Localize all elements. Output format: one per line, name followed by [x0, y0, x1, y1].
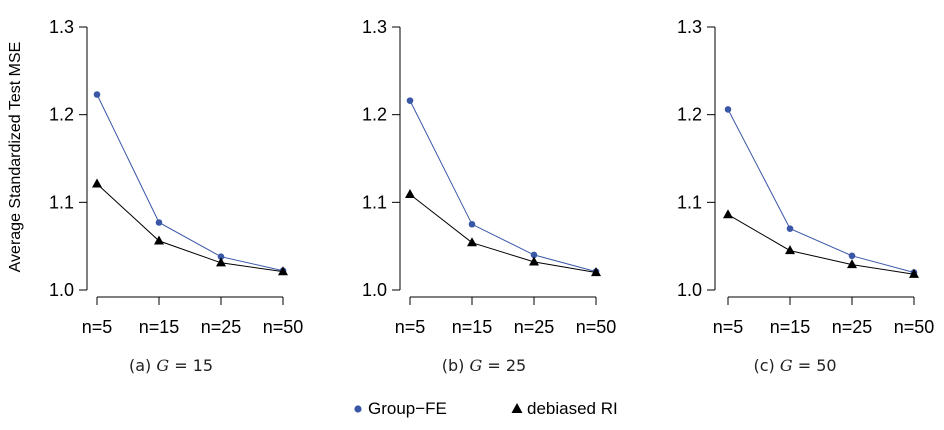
- data-point-debiased-ri: [278, 266, 288, 276]
- panel-caption: (a) G = 15: [129, 356, 213, 375]
- legend-item-debiased-ri: debiased RI: [511, 399, 618, 418]
- data-point-group-fe: [155, 219, 163, 226]
- data-point-group-fe: [217, 253, 225, 260]
- y-tick-label: 1.2: [49, 105, 74, 125]
- series-line-group-fe: [409, 100, 597, 273]
- legend: Group−FE debiased RI: [354, 399, 618, 418]
- panel-caption: (b) G = 25: [442, 356, 526, 375]
- legend-marker-triangle: [511, 403, 523, 413]
- data-point-debiased-ri: [909, 268, 919, 278]
- x-tick-label: n=25: [832, 317, 873, 337]
- data-point-debiased-ri: [529, 256, 539, 266]
- caption-value: = 15: [169, 356, 213, 375]
- data-point-group-fe: [530, 251, 538, 259]
- x-tick-label: n=50: [894, 317, 935, 337]
- x-tick-label: n=50: [263, 317, 304, 337]
- y-tick-label: 1.1: [49, 192, 74, 212]
- data-point-debiased-ri: [216, 257, 226, 267]
- y-tick-label: 1.1: [362, 192, 387, 212]
- caption-variable: G: [470, 356, 483, 375]
- data-point-debiased-ri: [785, 245, 795, 255]
- series-line-group-fe: [96, 94, 284, 272]
- caption-variable: G: [156, 356, 169, 375]
- caption-variable: G: [780, 356, 793, 375]
- y-tick-label: 1.3: [677, 17, 702, 37]
- legend-label: debiased RI: [527, 399, 618, 418]
- x-tick-label: n=50: [576, 317, 617, 337]
- caption-prefix: (c): [753, 356, 779, 375]
- x-tick-label: n=25: [201, 317, 242, 337]
- caption-value: = 50: [793, 356, 837, 375]
- legend-label: Group−FE: [368, 399, 447, 418]
- panel-caption: (c) G = 50: [753, 356, 836, 375]
- series-line-debiased-ri: [96, 183, 284, 273]
- data-point-debiased-ri: [467, 237, 477, 247]
- x-tick-label: n=5: [713, 317, 744, 337]
- data-point-group-fe: [786, 225, 794, 232]
- y-tick-label: 1.1: [677, 192, 702, 212]
- data-point-debiased-ri: [847, 259, 857, 269]
- series-line-debiased-ri: [409, 194, 597, 273]
- data-point-debiased-ri: [154, 235, 164, 245]
- caption-prefix: (b): [442, 356, 470, 375]
- x-tick-label: n=15: [770, 317, 811, 337]
- y-tick-label: 1.0: [362, 280, 387, 300]
- caption-value: = 25: [482, 356, 526, 375]
- data-point-group-fe: [93, 91, 101, 98]
- caption-prefix: (a): [129, 356, 156, 375]
- panel-3: 1.0 1.1 1.2 1.3 n=5 n=15 n=25 n=50 (c) G = 50: [677, 17, 934, 375]
- x-tick-label: n=5: [82, 317, 113, 337]
- data-point-group-fe: [848, 252, 856, 260]
- data-point-debiased-ri: [723, 209, 733, 219]
- panel-2: 1.0 1.1 1.2 1.3 n=5 n=15 n=25 n=50 (b) G = 25: [362, 17, 616, 375]
- legend-marker-circle: [354, 405, 362, 413]
- x-tick-label: n=5: [395, 317, 426, 337]
- data-point-debiased-ri: [591, 267, 601, 277]
- data-point-debiased-ri: [92, 178, 102, 188]
- data-point-group-fe: [724, 106, 732, 113]
- x-tick-label: n=25: [514, 317, 555, 337]
- panels: 1.01.11.21.3n=5 n=15 n=25 n=50(a) G = 151.0…: [49, 17, 934, 375]
- series-line-debiased-ri: [727, 214, 915, 275]
- x-tick-label: n=15: [452, 317, 493, 337]
- y-tick-label: 1.2: [677, 105, 702, 125]
- y-tick-label: 1.3: [49, 17, 74, 37]
- y-tick-label: 1.3: [362, 17, 387, 37]
- data-point-debiased-ri: [405, 189, 415, 199]
- series-line-group-fe: [727, 109, 915, 273]
- data-point-group-fe: [468, 220, 476, 228]
- y-tick-label: 1.0: [49, 280, 74, 300]
- data-point-group-fe: [406, 97, 414, 104]
- panel-1: 1.0 1.1 1.2 1.3 n=5 n=15 n=25 n=50 (a) G = 15: [49, 17, 303, 375]
- x-tick-label: n=15: [139, 317, 180, 337]
- y-tick-label: 1.0: [677, 280, 702, 300]
- y-axis-title: Average Standardized Test MSE: [7, 42, 24, 273]
- y-tick-label: 1.2: [362, 105, 387, 125]
- legend-item-group-fe: Group−FE: [354, 399, 447, 418]
